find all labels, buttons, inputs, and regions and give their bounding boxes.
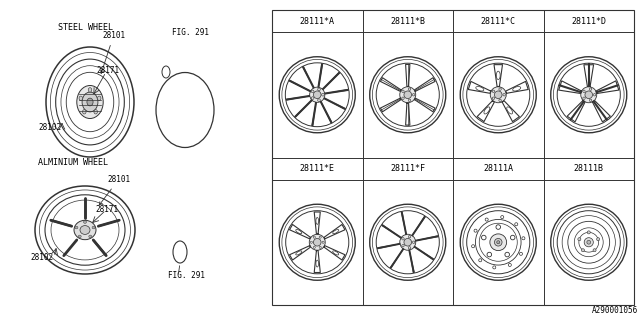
Circle shape: [309, 234, 325, 250]
Text: 28102: 28102: [38, 123, 61, 132]
Circle shape: [499, 88, 501, 90]
Text: 28111*D: 28111*D: [572, 17, 606, 26]
Circle shape: [319, 246, 321, 248]
Circle shape: [412, 93, 415, 96]
Circle shape: [408, 99, 411, 101]
Text: STEEL WHEEL: STEEL WHEEL: [58, 23, 113, 32]
Circle shape: [593, 93, 596, 96]
Circle shape: [400, 234, 416, 250]
Circle shape: [578, 238, 581, 241]
Circle shape: [583, 97, 585, 100]
Circle shape: [492, 97, 495, 100]
Text: 28111*B: 28111*B: [390, 17, 425, 26]
Circle shape: [317, 99, 321, 101]
Text: A290001056: A290001056: [592, 306, 638, 315]
Text: 28101: 28101: [99, 175, 130, 205]
Text: 28111A: 28111A: [483, 164, 513, 173]
Circle shape: [587, 240, 591, 244]
Circle shape: [412, 241, 415, 244]
Circle shape: [589, 88, 592, 90]
Circle shape: [499, 99, 501, 101]
Circle shape: [495, 91, 502, 99]
Text: ALMINIUM WHEEL: ALMINIUM WHEEL: [38, 158, 108, 167]
Circle shape: [313, 236, 316, 238]
Ellipse shape: [80, 226, 90, 234]
Circle shape: [319, 236, 321, 238]
Ellipse shape: [75, 226, 78, 229]
Text: 28111*A: 28111*A: [300, 17, 335, 26]
Circle shape: [503, 93, 506, 96]
Text: 28171: 28171: [96, 66, 119, 75]
Ellipse shape: [82, 92, 98, 112]
Ellipse shape: [88, 88, 92, 92]
Circle shape: [585, 91, 593, 99]
Circle shape: [311, 97, 314, 100]
Bar: [272, 10, 634, 305]
Circle shape: [311, 90, 314, 93]
Ellipse shape: [77, 85, 103, 118]
Circle shape: [402, 97, 404, 100]
Circle shape: [584, 238, 593, 247]
Circle shape: [581, 249, 584, 252]
Circle shape: [317, 88, 321, 91]
Circle shape: [492, 90, 495, 92]
Circle shape: [580, 87, 596, 103]
Circle shape: [310, 87, 325, 102]
Text: FIG. 291: FIG. 291: [168, 271, 205, 280]
Circle shape: [400, 87, 416, 103]
Circle shape: [589, 99, 592, 101]
Text: FIG. 291: FIG. 291: [172, 28, 209, 37]
Text: 28171: 28171: [95, 205, 118, 214]
Circle shape: [404, 91, 412, 99]
Ellipse shape: [83, 109, 86, 114]
Circle shape: [593, 249, 596, 252]
Circle shape: [408, 247, 411, 249]
Circle shape: [408, 236, 411, 238]
Ellipse shape: [78, 235, 81, 238]
Circle shape: [322, 93, 324, 96]
Circle shape: [490, 234, 507, 251]
Circle shape: [314, 91, 321, 99]
Ellipse shape: [83, 221, 86, 223]
Text: 28111*F: 28111*F: [390, 164, 425, 173]
Ellipse shape: [89, 235, 92, 238]
Ellipse shape: [87, 98, 93, 106]
Circle shape: [322, 241, 324, 243]
Circle shape: [490, 87, 506, 103]
Circle shape: [402, 237, 404, 240]
Text: 28111*E: 28111*E: [300, 164, 335, 173]
Circle shape: [588, 231, 590, 234]
Ellipse shape: [94, 109, 97, 114]
Circle shape: [402, 90, 404, 92]
Circle shape: [495, 238, 502, 246]
Ellipse shape: [74, 220, 96, 240]
Text: 28111B: 28111B: [573, 164, 604, 173]
Text: 28102: 28102: [30, 253, 53, 262]
Ellipse shape: [92, 226, 95, 229]
Ellipse shape: [97, 96, 101, 100]
Circle shape: [314, 238, 321, 246]
Circle shape: [596, 238, 600, 241]
Circle shape: [497, 241, 500, 244]
Ellipse shape: [79, 96, 83, 100]
Text: 28111*C: 28111*C: [481, 17, 516, 26]
Circle shape: [313, 246, 316, 248]
Circle shape: [310, 241, 312, 243]
Circle shape: [583, 90, 585, 92]
Circle shape: [408, 88, 411, 90]
Circle shape: [402, 244, 404, 247]
Text: 28101: 28101: [100, 31, 125, 74]
Circle shape: [404, 238, 412, 246]
